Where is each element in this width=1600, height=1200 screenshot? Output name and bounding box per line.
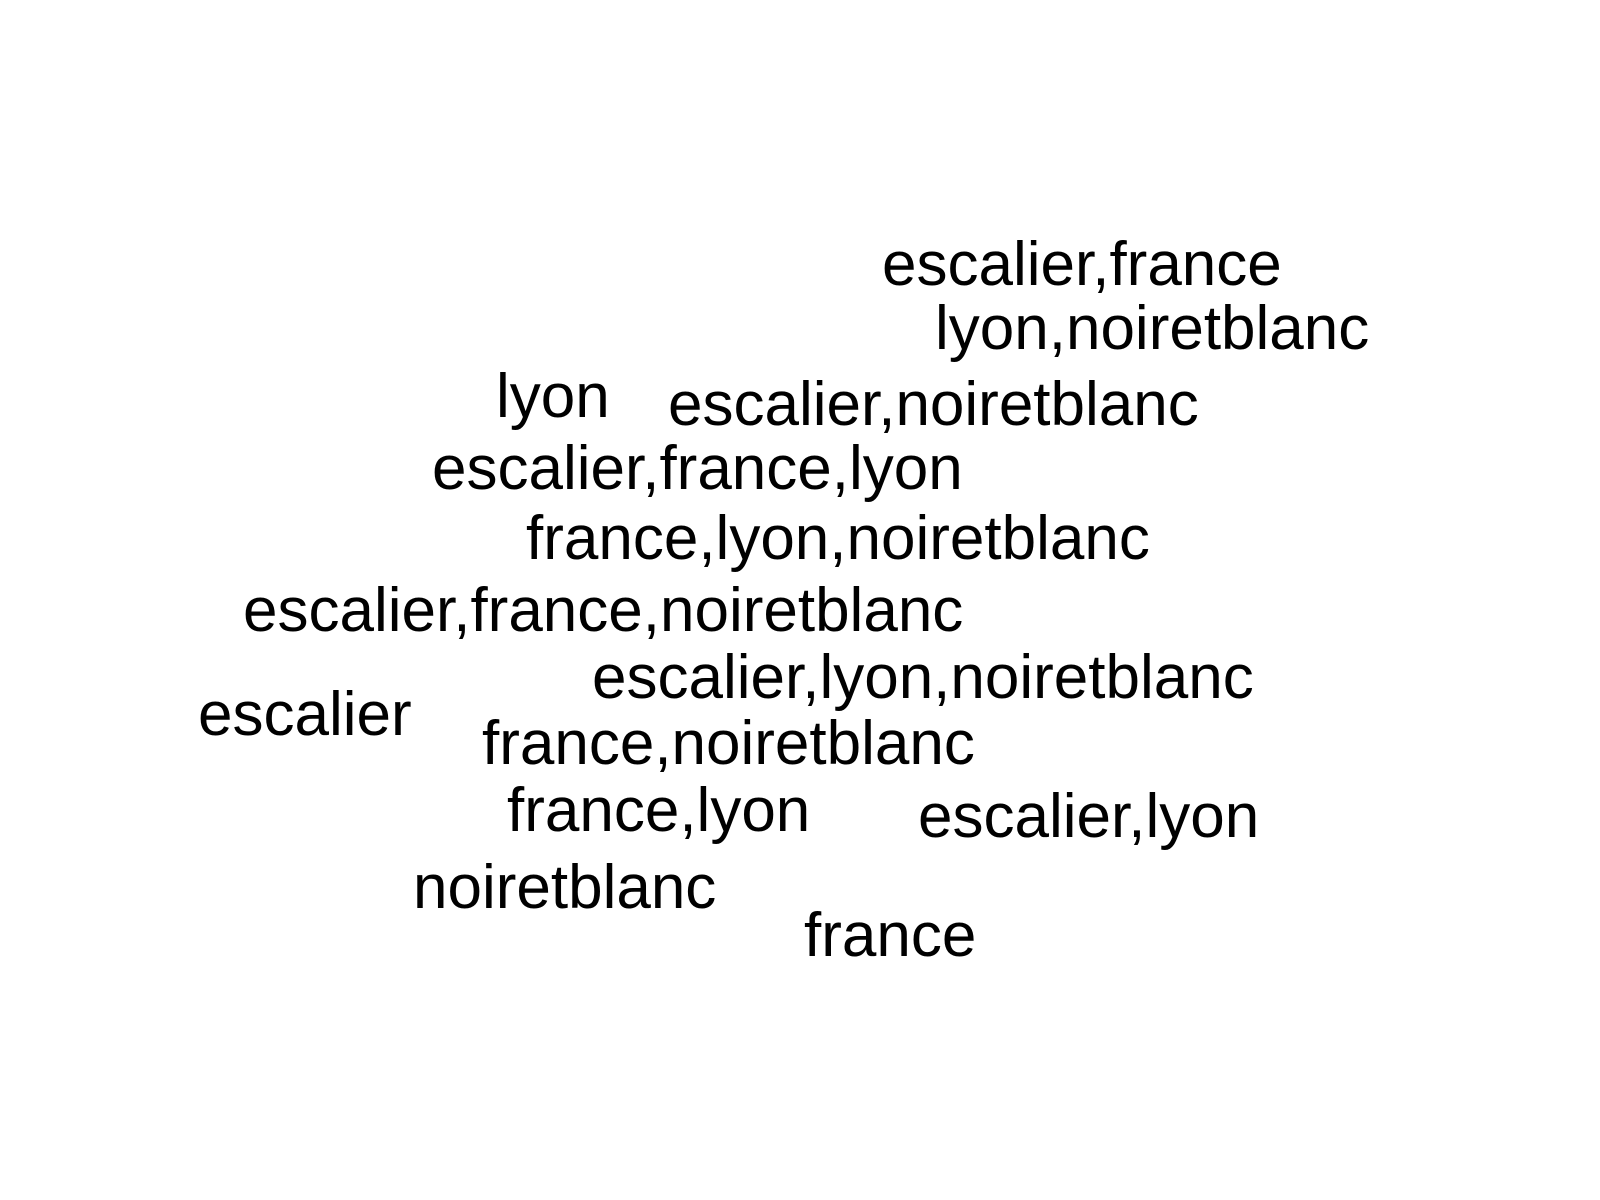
word-label: escalier,france,lyon: [432, 434, 963, 503]
word-label: france: [804, 901, 977, 970]
word-label: escalier,france,noiretblanc: [243, 576, 964, 645]
word-label: france,lyon,noiretblanc: [526, 504, 1150, 573]
word-label: escalier,france: [882, 230, 1282, 299]
word-label: france,noiretblanc: [482, 709, 975, 778]
word-label: lyon,noiretblanc: [935, 294, 1370, 363]
word-label: escalier: [198, 680, 412, 749]
word-label: france,lyon: [507, 776, 811, 845]
word-label: escalier,lyon: [918, 782, 1260, 851]
word-label: noiretblanc: [413, 853, 717, 922]
word-label: escalier,lyon,noiretblanc: [592, 643, 1254, 712]
word-label: escalier,noiretblanc: [668, 370, 1199, 439]
word-label: lyon: [496, 362, 610, 431]
